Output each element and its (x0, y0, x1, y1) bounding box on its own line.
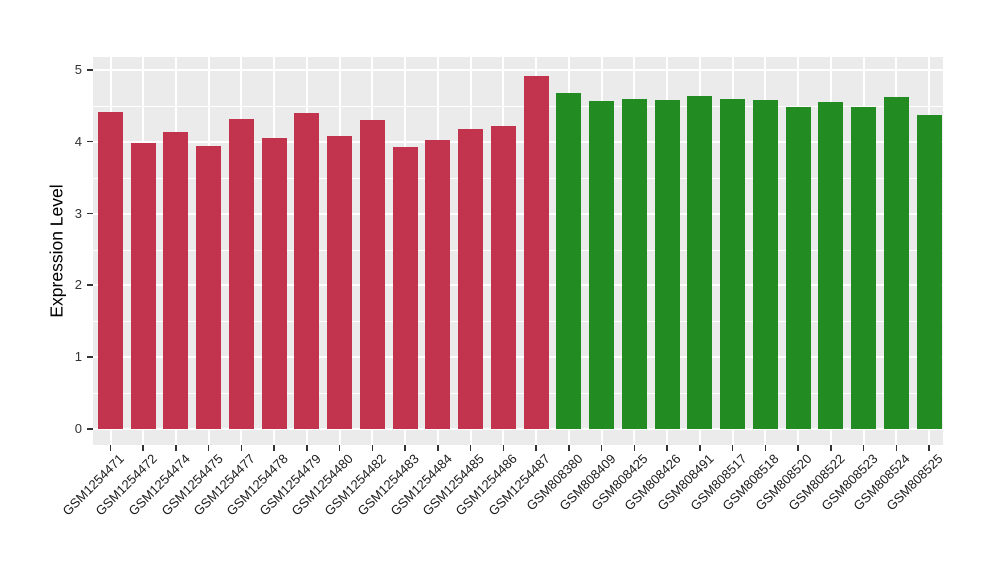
x-tick-mark (895, 445, 897, 451)
bar-GSM808380 (556, 92, 582, 429)
major-gridline (93, 69, 943, 71)
x-tick-mark (731, 445, 734, 451)
y-tick-mark (87, 69, 93, 71)
y-tick-mark (87, 140, 93, 143)
x-tick-mark (633, 445, 636, 451)
x-tick-mark (764, 445, 767, 451)
bar-GSM808524 (883, 97, 909, 429)
x-tick-mark (404, 445, 406, 451)
x-tick-mark (240, 445, 243, 451)
bar-GSM808523 (851, 106, 877, 429)
y-tick-label: 4 (74, 133, 82, 149)
bar-GSM1254485 (458, 128, 484, 429)
x-tick-mark (469, 445, 472, 451)
bar-GSM808426 (654, 100, 680, 429)
bar-GSM1254475 (196, 146, 222, 429)
x-tick-mark (830, 445, 832, 451)
x-tick-mark (437, 445, 439, 451)
plot-panel (93, 57, 943, 445)
bar-GSM808525 (916, 114, 942, 429)
x-tick-mark (600, 445, 603, 451)
y-tick-mark (87, 428, 93, 430)
x-tick-mark (862, 445, 865, 451)
bar-GSM1254477 (228, 118, 254, 429)
y-tick-label: 3 (74, 205, 82, 221)
bar-GSM808522 (818, 101, 844, 429)
bar-GSM808517 (720, 98, 746, 429)
bar-GSM808425 (621, 98, 647, 429)
x-tick-mark (699, 445, 701, 451)
y-tick-mark (87, 356, 93, 358)
minor-gridline (93, 321, 943, 323)
x-tick-mark (175, 445, 177, 451)
minor-gridline (93, 105, 943, 107)
major-gridline (93, 284, 943, 287)
y-tick-mark (87, 284, 93, 286)
bar-GSM808520 (785, 107, 811, 429)
minor-gridline (93, 393, 943, 395)
y-tick-label: 5 (74, 62, 82, 77)
y-tick-label: 2 (74, 277, 82, 293)
bar-GSM1254483 (392, 146, 418, 429)
bar-GSM808409 (589, 100, 615, 429)
minor-gridline (93, 177, 943, 179)
x-tick-mark (666, 445, 668, 451)
bar-GSM1254486 (490, 126, 516, 429)
x-tick-mark (338, 445, 341, 451)
y-tick-label: 0 (74, 421, 82, 436)
major-gridline (93, 356, 943, 359)
x-tick-mark (928, 445, 930, 451)
major-gridline (93, 212, 943, 215)
bar-GSM1254472 (130, 142, 156, 429)
x-tick-mark (142, 445, 144, 451)
x-tick-mark (568, 445, 570, 451)
bar-GSM808491 (687, 95, 713, 429)
bar-GSM1254474 (163, 131, 189, 429)
y-axis-title: Expression Level (46, 184, 67, 318)
y-tick-label: 1 (74, 349, 82, 365)
x-tick-mark (535, 445, 537, 451)
bar-GSM1254482 (359, 119, 385, 429)
minor-gridline (93, 249, 943, 251)
bar-GSM1254471 (98, 111, 123, 429)
bar-GSM1254478 (261, 138, 287, 429)
bar-GSM808518 (752, 100, 778, 429)
x-tick-mark (502, 445, 505, 451)
bar-GSM1254484 (425, 139, 451, 429)
bar-GSM1254487 (523, 75, 549, 429)
x-tick-mark (797, 445, 799, 451)
bar-GSM1254480 (327, 136, 353, 429)
major-gridline (93, 140, 943, 143)
x-tick-mark (109, 445, 112, 451)
y-tick-mark (87, 212, 93, 215)
x-tick-mark (207, 445, 210, 451)
major-gridline (93, 428, 943, 430)
x-tick-mark (273, 445, 275, 451)
bar-GSM1254479 (294, 113, 320, 429)
x-tick-mark (306, 445, 308, 451)
x-tick-mark (371, 445, 374, 451)
